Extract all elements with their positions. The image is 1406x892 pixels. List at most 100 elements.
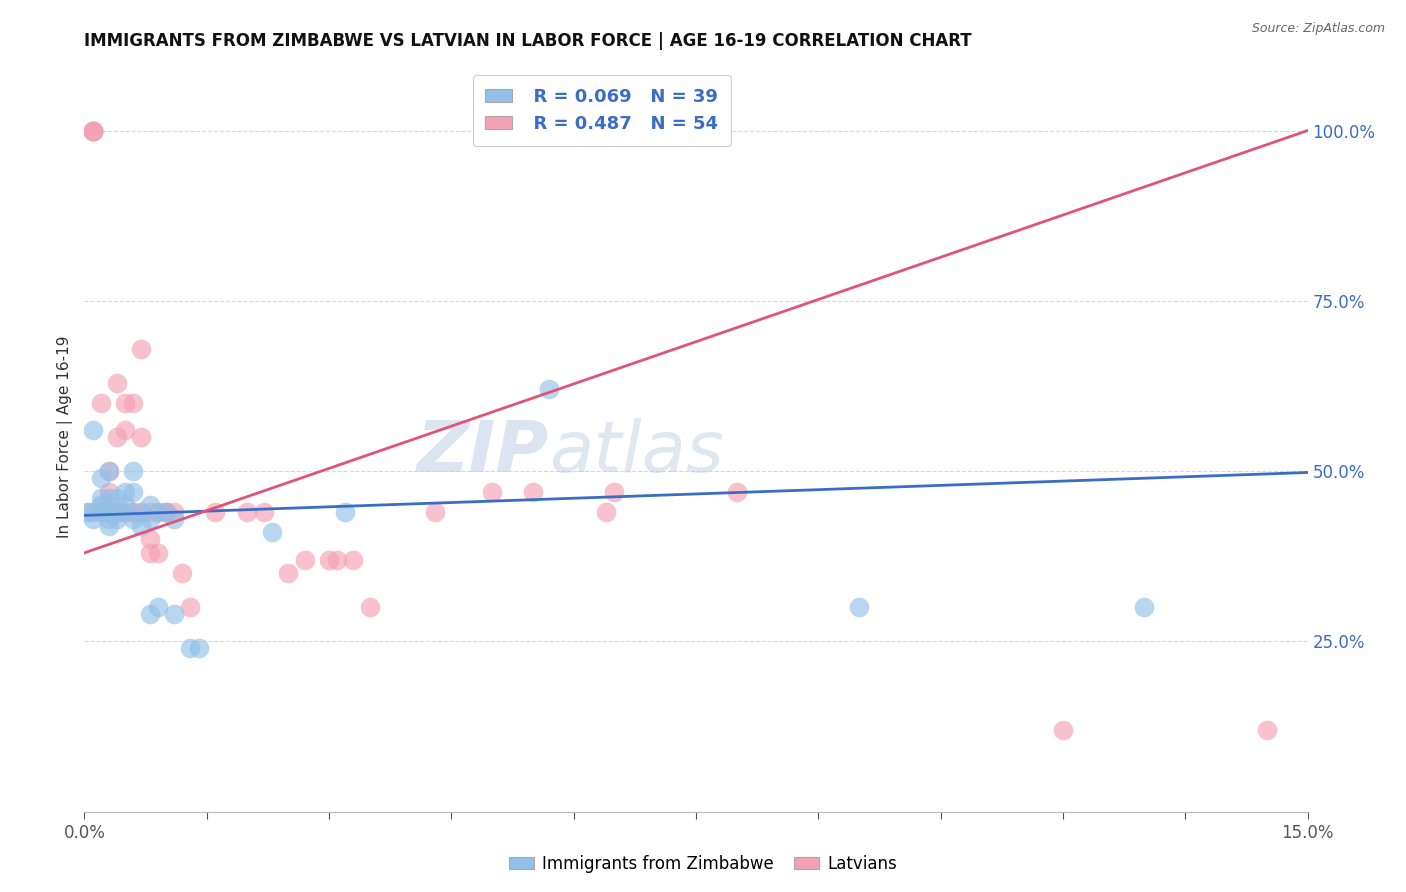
Point (1052, 723, 1074, 737)
Point (77, 505, 100, 519)
Point (163, 607, 186, 622)
Point (114, 505, 136, 519)
Point (359, 600, 381, 615)
Point (179, 641, 201, 656)
Point (138, 607, 160, 622)
Point (90, 505, 112, 519)
Point (131, 518, 153, 533)
Point (155, 505, 177, 519)
Point (90, 491, 112, 506)
Point (260, 525, 283, 540)
Point (1133, 600, 1156, 615)
Point (114, 423, 136, 437)
Point (90, 396, 112, 410)
Point (138, 505, 160, 519)
Point (172, 566, 194, 581)
Point (335, 505, 357, 519)
Text: ZIP: ZIP (418, 417, 550, 486)
Point (105, 505, 128, 519)
Point (90, 498, 112, 512)
Point (82, 123, 104, 137)
Point (538, 383, 561, 397)
Point (105, 430, 128, 444)
Point (114, 505, 136, 519)
Text: atlas: atlas (550, 417, 724, 486)
Point (146, 546, 169, 560)
Point (146, 505, 169, 519)
Point (82, 512, 104, 526)
Point (77, 505, 100, 519)
Point (595, 505, 617, 519)
Point (187, 641, 209, 656)
Point (848, 600, 870, 615)
Point (146, 505, 169, 519)
Point (122, 505, 145, 519)
Point (423, 505, 446, 519)
Point (131, 430, 153, 444)
Point (97, 505, 120, 519)
Point (146, 600, 169, 615)
Point (97, 464, 120, 478)
Point (114, 396, 136, 410)
Point (82, 505, 104, 519)
Legend:   R = 0.069   N = 39,   R = 0.487   N = 54: R = 0.069 N = 39, R = 0.487 N = 54 (472, 75, 731, 145)
Point (138, 546, 160, 560)
Point (82, 123, 104, 137)
Point (114, 498, 136, 512)
Point (1256, 723, 1278, 737)
Point (97, 484, 120, 499)
Point (82, 123, 104, 137)
Point (294, 552, 316, 566)
Point (342, 552, 364, 566)
Point (82, 423, 104, 437)
Point (97, 491, 120, 506)
Point (90, 471, 112, 485)
Point (90, 498, 112, 512)
Point (253, 505, 276, 519)
Point (90, 505, 112, 519)
Point (131, 342, 153, 356)
Point (97, 505, 120, 519)
Point (82, 123, 104, 137)
Point (603, 484, 626, 499)
Point (155, 505, 177, 519)
Point (122, 464, 145, 478)
Point (97, 505, 120, 519)
Legend: Immigrants from Zimbabwe, Latvians: Immigrants from Zimbabwe, Latvians (502, 848, 904, 880)
Y-axis label: In Labor Force | Age 16-19: In Labor Force | Age 16-19 (58, 335, 73, 539)
Point (105, 512, 128, 526)
Point (97, 512, 120, 526)
Point (105, 491, 128, 506)
Point (105, 376, 128, 390)
Point (179, 600, 201, 615)
Point (481, 484, 503, 499)
Point (522, 484, 544, 499)
Point (163, 512, 186, 526)
Point (236, 505, 259, 519)
Point (122, 396, 145, 410)
Point (204, 505, 226, 519)
Point (90, 505, 112, 519)
Point (122, 484, 145, 499)
Point (277, 566, 299, 581)
Point (138, 533, 160, 547)
Point (82, 123, 104, 137)
Point (318, 552, 340, 566)
Point (97, 518, 120, 533)
Point (97, 505, 120, 519)
Point (155, 505, 177, 519)
Point (105, 505, 128, 519)
Point (122, 505, 145, 519)
Point (138, 512, 160, 526)
Point (326, 552, 349, 566)
Point (725, 484, 748, 499)
Point (163, 505, 186, 519)
Point (114, 484, 136, 499)
Text: IMMIGRANTS FROM ZIMBABWE VS LATVIAN IN LABOR FORCE | AGE 16-19 CORRELATION CHART: IMMIGRANTS FROM ZIMBABWE VS LATVIAN IN L… (84, 32, 972, 50)
Point (131, 505, 153, 519)
Text: Source: ZipAtlas.com: Source: ZipAtlas.com (1251, 22, 1385, 36)
Point (131, 505, 153, 519)
Point (97, 464, 120, 478)
Point (138, 498, 160, 512)
Point (122, 512, 145, 526)
